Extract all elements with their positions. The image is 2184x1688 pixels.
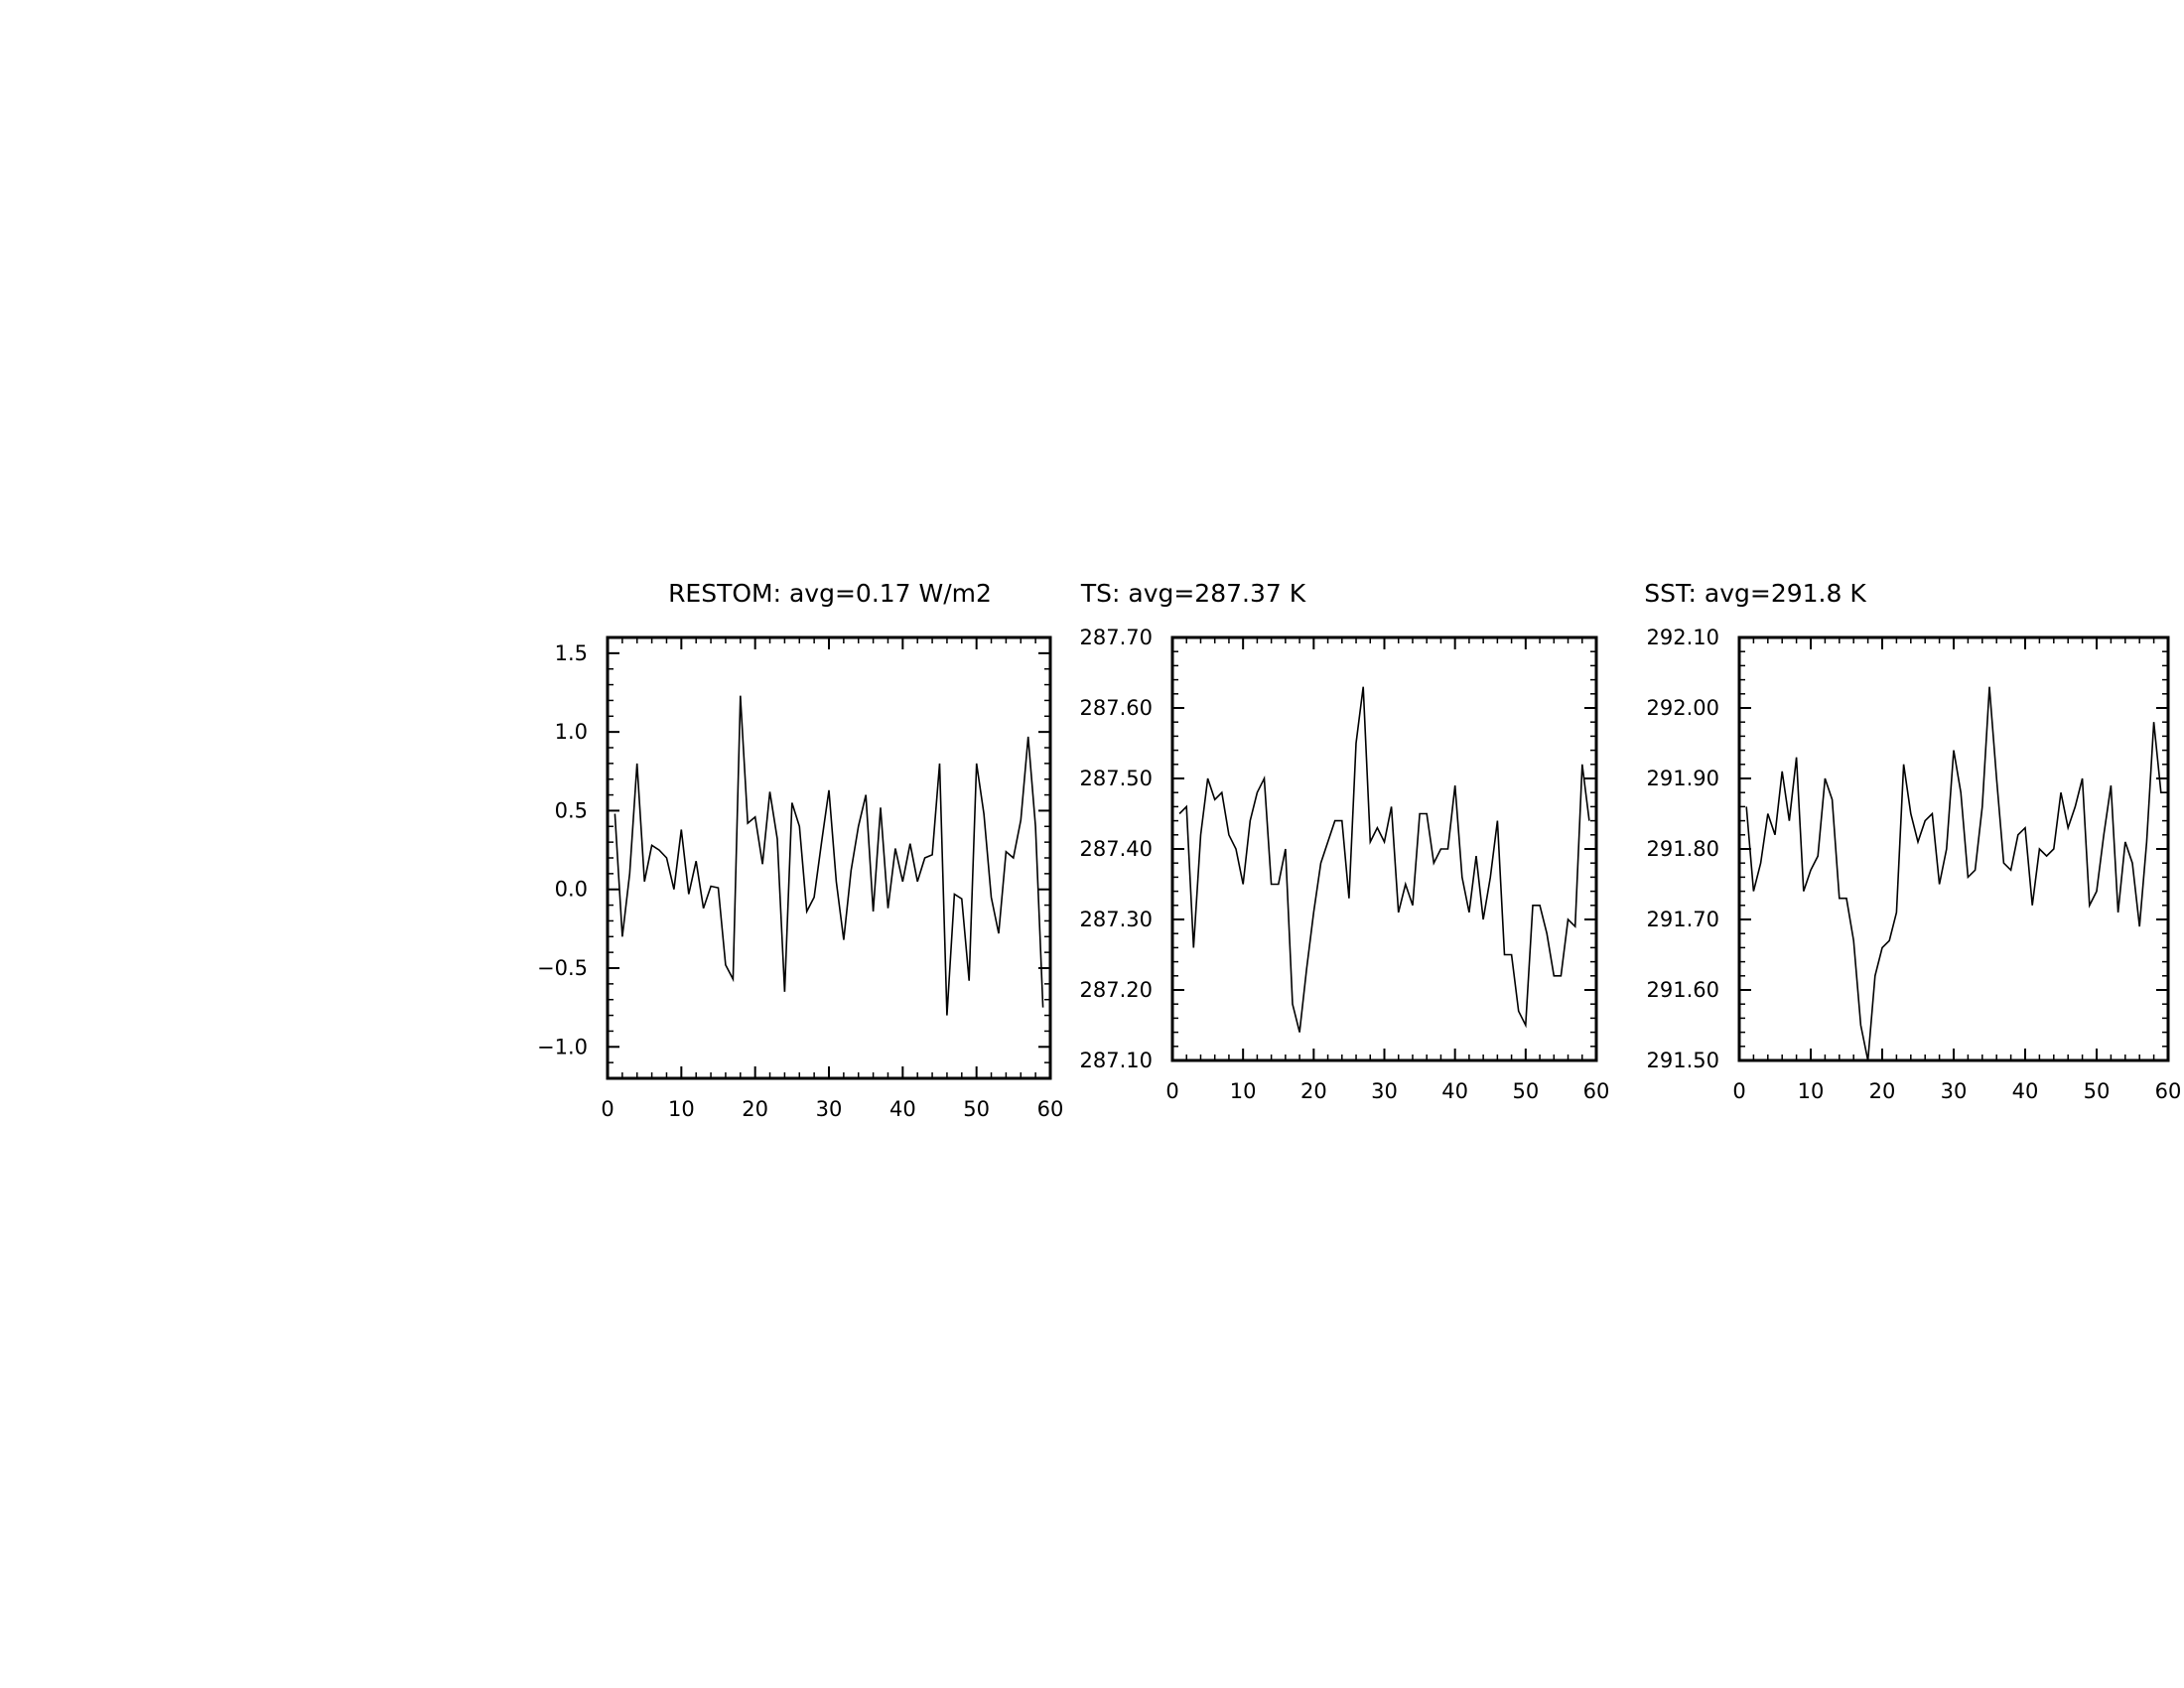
ts-x-tick-label: 50 <box>1512 1079 1539 1103</box>
sst-x-tick-label: 10 <box>1798 1079 1825 1103</box>
restom-panel: RESTOM: avg=0.17 W/m2 0 10 20 30 40 50 60 1.5 1.… <box>537 579 1063 1121</box>
sst-x-tick-label: 0 <box>1732 1079 1745 1103</box>
ts-y-tick-label: 287.40 <box>1080 837 1153 861</box>
ts-panel: TS: avg=287.37 K 0 10 20 30 40 50 60 287.70 287.… <box>1080 579 1610 1103</box>
restom-series-line <box>614 695 1044 1016</box>
restom-y-tick-label: 0.0 <box>555 878 588 902</box>
sst-plot-frame <box>1737 635 2170 1062</box>
sst-x-tick-label: 50 <box>2084 1079 2111 1103</box>
restom-plot-frame <box>606 635 1052 1080</box>
restom-y-tick-label: −1.0 <box>537 1035 588 1058</box>
ts-y-tick-label: 287.30 <box>1080 908 1153 931</box>
ts-x-tick-label: 60 <box>1583 1079 1610 1103</box>
ts-y-tick-label: 287.70 <box>1080 626 1153 649</box>
restom-x-tick-label: 10 <box>668 1097 695 1121</box>
restom-y-tick-label: 1.0 <box>555 720 588 744</box>
restom-x-tick-label: 60 <box>1037 1097 1064 1121</box>
ts-series-line <box>1178 686 1590 1033</box>
sst-y-tick-label: 291.60 <box>1647 978 1719 1002</box>
restom-x-tick-label: 0 <box>601 1097 614 1121</box>
sst-y-tick-label: 291.50 <box>1647 1049 1719 1072</box>
ts-chart-title: TS: avg=287.37 K <box>1080 579 1306 608</box>
restom-y-tick-label: 0.5 <box>555 798 588 822</box>
restom-x-tick-label: 40 <box>889 1097 916 1121</box>
sst-axes: 0 10 20 30 40 50 60 292.10 292.00 291.90 291.80 291… <box>1647 626 2182 1103</box>
ts-axes: 0 10 20 30 40 50 60 287.70 287.60 287.50 287.40 287… <box>1080 626 1610 1103</box>
restom-x-tick-label: 30 <box>816 1097 843 1121</box>
sst-x-tick-label: 60 <box>2155 1079 2182 1103</box>
ts-x-tick-label: 30 <box>1371 1079 1398 1103</box>
ts-y-tick-label: 287.20 <box>1080 978 1153 1002</box>
ts-y-tick-label: 287.60 <box>1080 696 1153 720</box>
restom-x-tick-label: 50 <box>963 1097 990 1121</box>
ts-x-tick-label: 10 <box>1230 1079 1257 1103</box>
sst-y-tick-label: 291.90 <box>1647 767 1719 790</box>
sst-series-line <box>1745 686 2168 1061</box>
restom-y-tick-label: −0.5 <box>537 956 588 980</box>
restom-x-tick-label: 20 <box>742 1097 768 1121</box>
restom-chart-title: RESTOM: avg=0.17 W/m2 <box>668 579 992 608</box>
sst-panel: SST: avg=291.8 K 0 10 20 30 40 50 60 292.10 292.… <box>1644 579 2181 1103</box>
sst-x-tick-label: 40 <box>2012 1079 2039 1103</box>
restom-y-tick-label: 1.5 <box>555 641 588 665</box>
ts-x-tick-label: 20 <box>1300 1079 1327 1103</box>
sst-y-tick-label: 291.80 <box>1647 837 1719 861</box>
ts-y-tick-label: 287.10 <box>1080 1049 1153 1072</box>
sst-x-tick-label: 30 <box>1941 1079 1968 1103</box>
ts-y-tick-label: 287.50 <box>1080 767 1153 790</box>
sst-y-tick-label: 291.70 <box>1647 908 1719 931</box>
restom-axes: 0 10 20 30 40 50 60 1.5 1.0 0.5 0.0 −0.5 −1.0 <box>537 635 1064 1121</box>
ts-x-tick-label: 40 <box>1441 1079 1468 1103</box>
sst-x-tick-label: 20 <box>1869 1079 1896 1103</box>
sst-chart-title: SST: avg=291.8 K <box>1644 579 1866 608</box>
sst-y-tick-label: 292.10 <box>1647 626 1719 649</box>
sst-y-tick-label: 292.00 <box>1647 696 1719 720</box>
ts-x-tick-label: 0 <box>1165 1079 1178 1103</box>
